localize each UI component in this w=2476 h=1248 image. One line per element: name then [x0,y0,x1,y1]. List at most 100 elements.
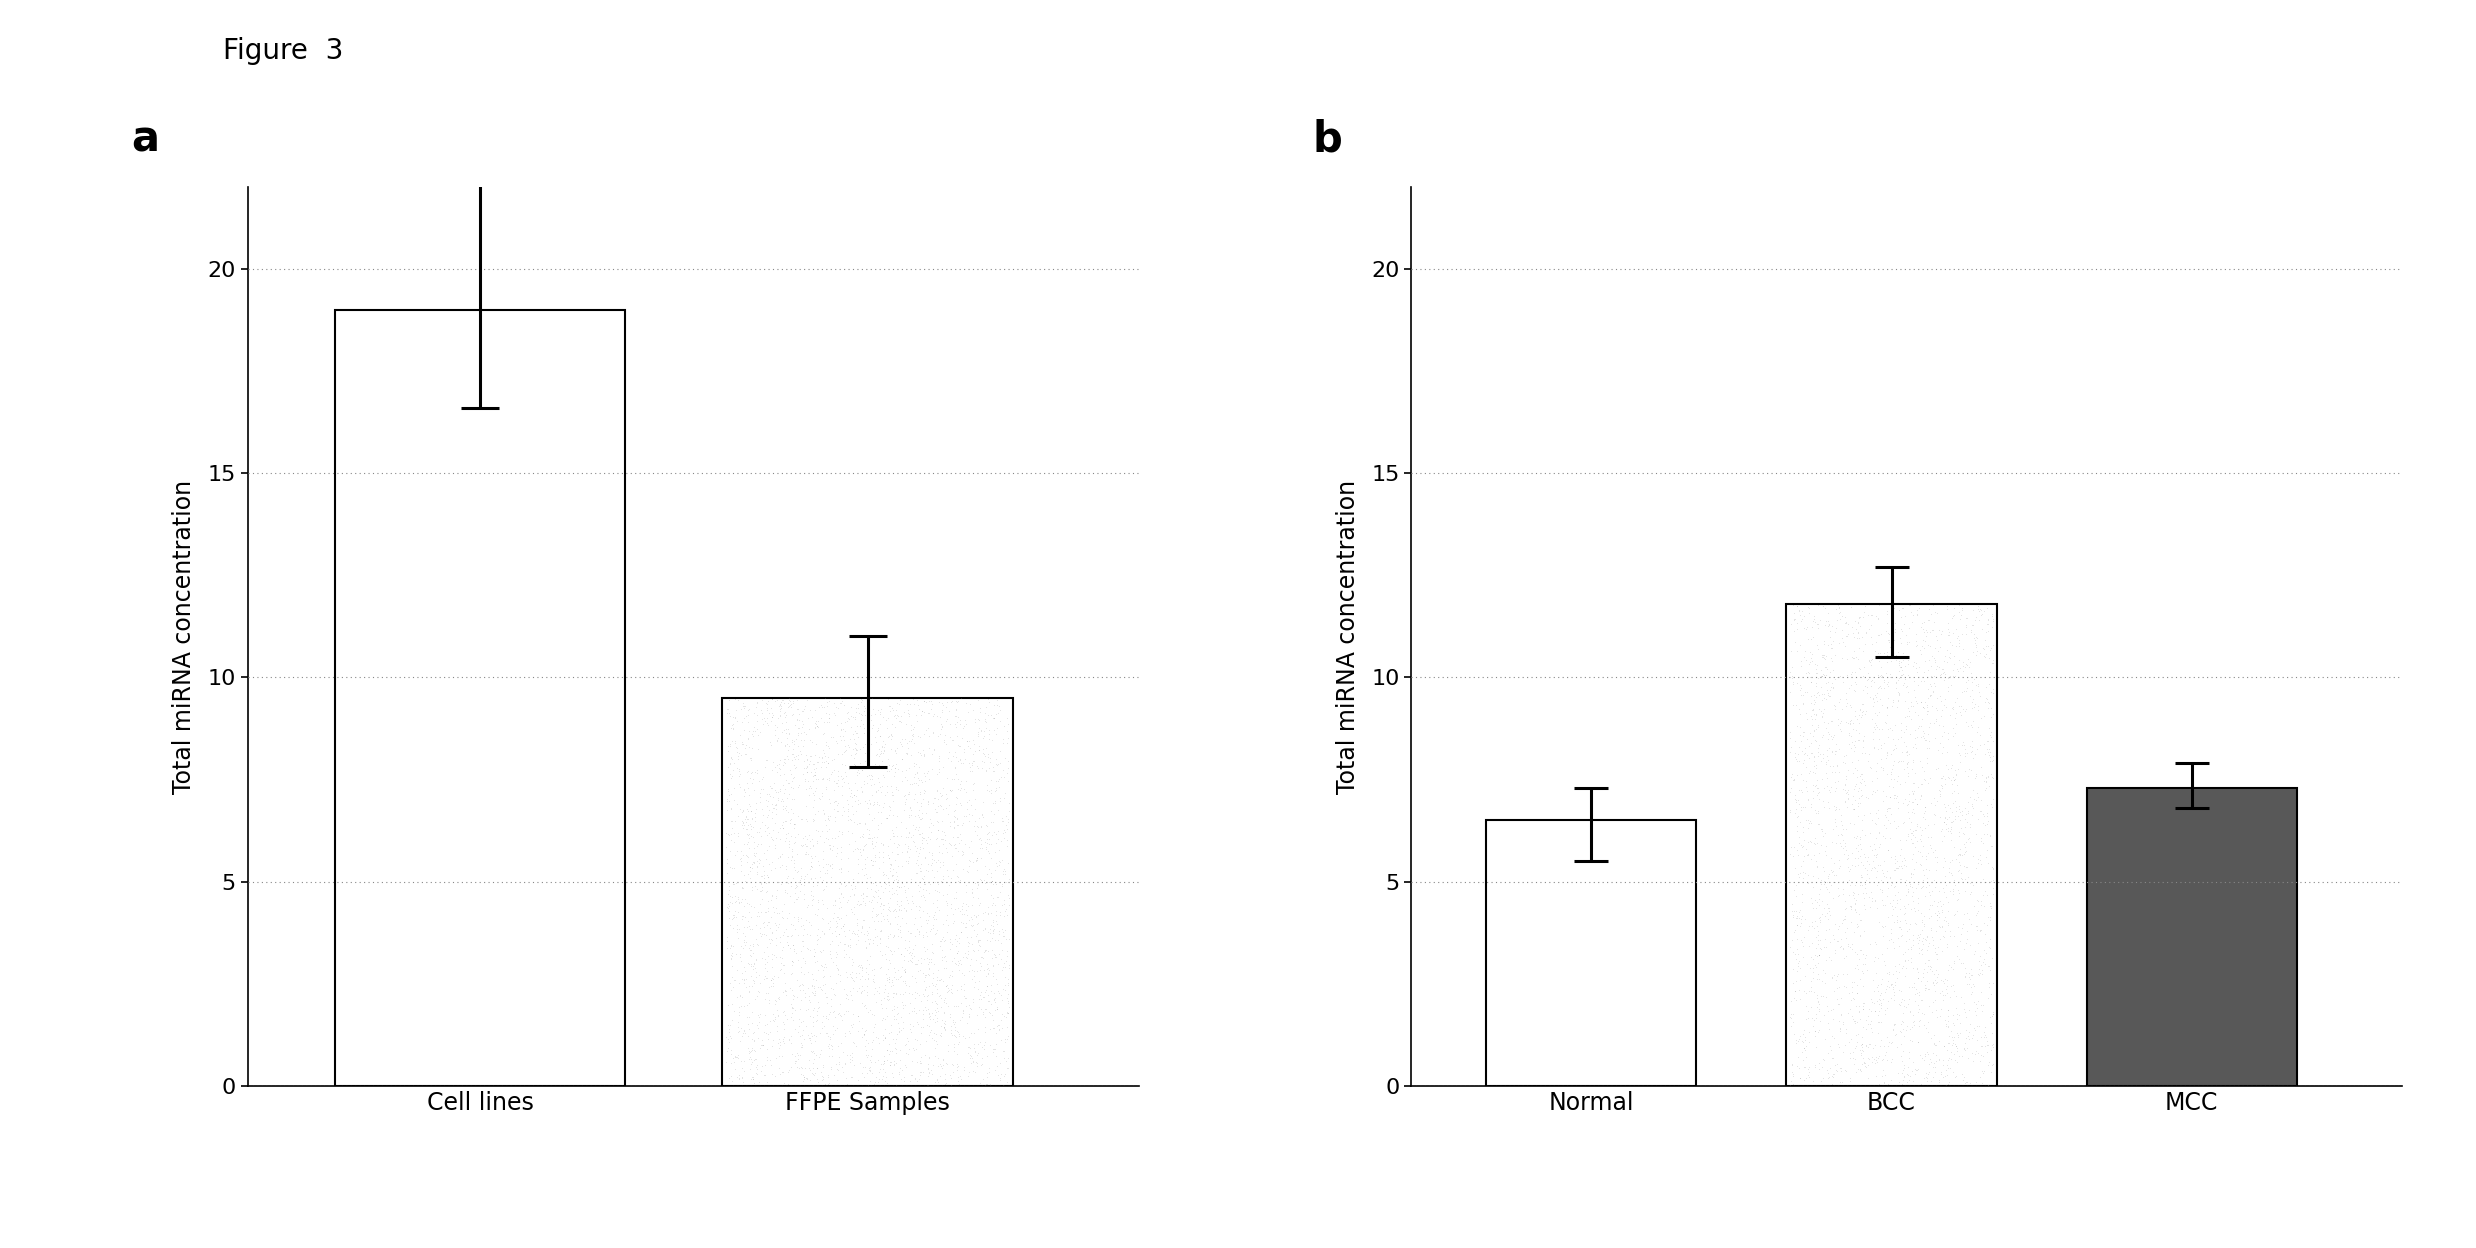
Point [1827,1022,1867,1042]
Point [1884,1058,1924,1078]
Point [718,806,758,826]
Point [1812,741,1852,761]
Point [785,714,825,734]
Point [1907,696,1946,716]
Point [1862,668,1902,688]
Point [1773,907,1812,927]
Point [795,790,834,810]
Point [1946,1072,1986,1092]
Point [894,1016,933,1036]
Point [1845,874,1884,894]
Point [1842,785,1882,805]
Point [906,880,946,900]
Point [743,1056,782,1076]
Point [760,960,800,980]
Point [1902,991,1941,1011]
Point [1939,636,1978,656]
Point [770,810,810,830]
Point [1817,1060,1857,1080]
Point [886,940,926,960]
Point [988,809,1028,829]
Point [785,769,825,789]
Point [1783,851,1822,871]
Point [1837,1060,1877,1080]
Point [753,797,792,817]
Point [711,785,750,805]
Point [802,890,842,910]
Point [1847,860,1887,880]
Point [1869,867,1909,887]
Point [869,755,909,775]
Point [1815,741,1855,761]
Point [1929,1000,1968,1020]
Point [951,1045,990,1065]
Point [723,734,763,754]
Point [1837,1062,1877,1082]
Point [948,850,988,870]
Point [1780,780,1820,800]
Point [1892,802,1931,822]
Point [966,982,1005,1002]
Point [1944,680,1983,700]
Point [961,1073,1000,1093]
Point [1867,705,1907,725]
Point [849,967,889,987]
Point [1907,809,1946,829]
Point [807,691,847,711]
Point [844,771,884,791]
Point [780,1012,820,1032]
Point [1916,659,1956,679]
Point [1820,805,1859,825]
Point [1914,804,1954,824]
Point [1874,860,1914,880]
Point [980,1052,1020,1072]
Point [968,985,1008,1005]
Point [815,792,854,812]
Point [931,1065,971,1085]
Point [973,743,1013,763]
Point [1897,820,1936,840]
Point [1790,761,1830,781]
Point [931,1076,971,1096]
Point [985,861,1025,881]
Point [1812,711,1852,731]
Point [780,870,820,890]
Point [938,1032,978,1052]
Point [1904,638,1944,658]
Point [820,932,859,952]
Point [1830,937,1869,957]
Point [817,795,857,815]
Point [802,821,842,841]
Point [973,1040,1013,1060]
Point [926,988,966,1008]
Point [1909,950,1949,970]
Point [753,922,792,942]
Point [943,728,983,748]
Point [837,967,877,987]
Point [753,885,792,905]
Point [958,961,998,981]
Point [1810,628,1850,648]
Point [795,778,834,797]
Point [1916,973,1956,993]
Point [820,906,859,926]
Point [854,985,894,1005]
Point [1867,653,1907,673]
Point [926,976,966,996]
Point [847,1021,886,1041]
Point [807,1006,847,1026]
Point [1902,709,1941,729]
Point [1788,745,1827,765]
Point [864,1053,904,1073]
Point [1968,988,2008,1008]
Point [857,905,896,925]
Point [1921,691,1961,711]
Point [1887,830,1926,850]
Point [1810,685,1850,705]
Point [1864,1050,1904,1070]
Point [891,826,931,846]
Point [857,992,896,1012]
Point [909,953,948,973]
Point [976,771,1015,791]
Point [953,844,993,864]
